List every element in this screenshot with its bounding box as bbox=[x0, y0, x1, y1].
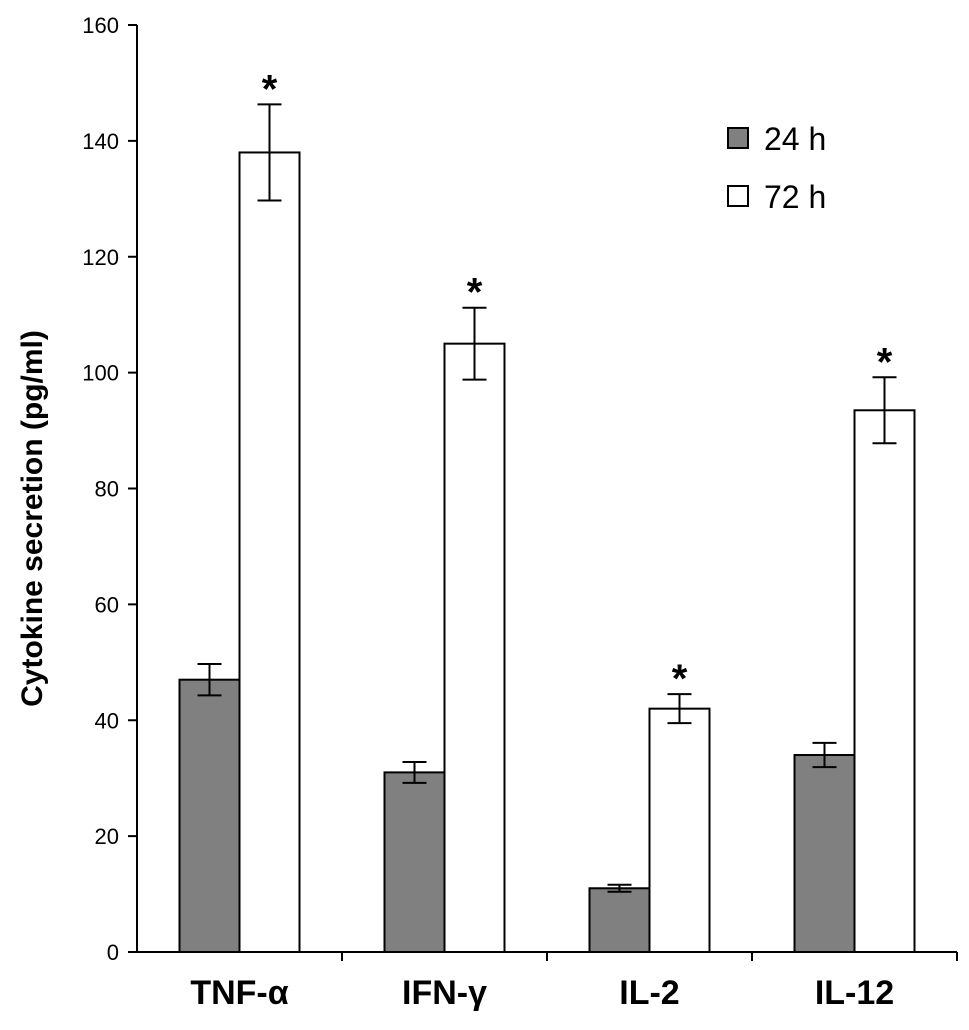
y-tick-label: 0 bbox=[107, 940, 119, 965]
y-axis-title: Cytokine secretion (pg/ml) bbox=[16, 330, 49, 707]
bar-series2 bbox=[238, 151, 301, 953]
bar-series2 bbox=[853, 409, 916, 953]
y-tick-label: 20 bbox=[95, 824, 119, 849]
category-label: IL-2 bbox=[619, 974, 679, 1012]
significance-marker: * bbox=[262, 67, 278, 111]
y-tick-label: 160 bbox=[82, 13, 119, 38]
bar-series2 bbox=[443, 342, 506, 953]
bar-series1 bbox=[178, 678, 241, 953]
significance-marker: * bbox=[672, 657, 688, 701]
bar-series1 bbox=[383, 771, 446, 953]
significance-marker: * bbox=[467, 271, 483, 315]
bar-series2 bbox=[648, 707, 711, 953]
y-tick-label: 120 bbox=[82, 245, 119, 270]
category-label: TNF-α bbox=[190, 974, 288, 1012]
category-label: IFN-γ bbox=[402, 974, 487, 1012]
category-label: IL-12 bbox=[815, 974, 894, 1012]
y-tick-label: 100 bbox=[82, 361, 119, 386]
y-tick-label: 80 bbox=[95, 477, 119, 502]
significance-marker: * bbox=[877, 340, 893, 384]
bar-series1 bbox=[793, 754, 856, 954]
bars bbox=[178, 103, 916, 954]
legend-swatch bbox=[727, 185, 749, 207]
legend-label: 24 h bbox=[764, 121, 826, 157]
legend-label: 72 h bbox=[764, 179, 826, 215]
labels: 0 20 40 60 80 100 120 140 160 Cytokine secretion … bbox=[16, 13, 894, 1012]
legend: 24 h 72 h bbox=[727, 121, 826, 215]
y-tick-label: 140 bbox=[82, 129, 119, 154]
bar-series1 bbox=[588, 887, 651, 953]
y-tick-label: 40 bbox=[95, 708, 119, 733]
legend-swatch bbox=[727, 127, 749, 149]
y-tick-label: 60 bbox=[95, 592, 119, 617]
